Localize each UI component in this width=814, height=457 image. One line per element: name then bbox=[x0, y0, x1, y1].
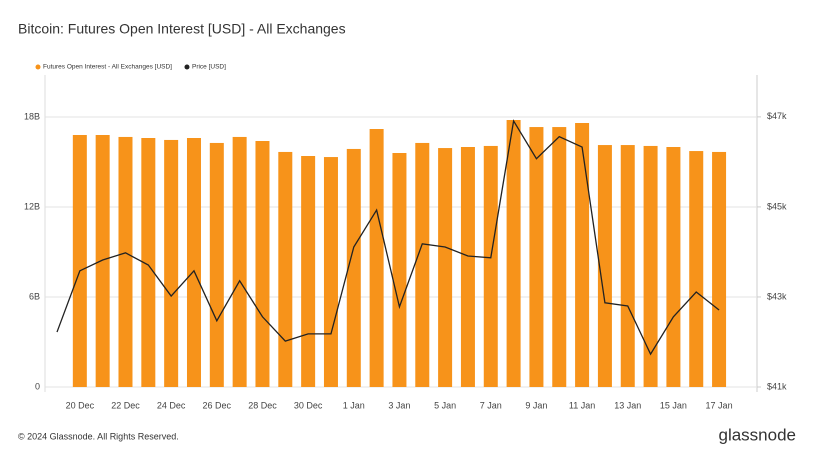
x-tick-label: 24 Dec bbox=[157, 400, 186, 410]
x-tick-label: 7 Jan bbox=[480, 400, 502, 410]
y-tick-label: 18B bbox=[24, 111, 40, 121]
x-tick-label: 30 Dec bbox=[294, 400, 323, 410]
bar bbox=[369, 129, 384, 387]
y2-tick-label: $47k bbox=[767, 111, 787, 121]
brand-logo: glassnode bbox=[718, 425, 796, 444]
y-tick-label: 0 bbox=[35, 381, 40, 391]
x-tick-label: 11 Jan bbox=[569, 400, 595, 410]
bar bbox=[438, 148, 453, 387]
bar bbox=[141, 138, 156, 387]
bar bbox=[666, 147, 681, 387]
bar bbox=[232, 136, 247, 387]
bar bbox=[712, 151, 727, 387]
bar bbox=[460, 147, 475, 387]
bar bbox=[552, 127, 567, 388]
bar bbox=[278, 151, 293, 387]
bar bbox=[255, 141, 270, 387]
bar bbox=[575, 123, 590, 387]
bar bbox=[689, 151, 704, 387]
legend-label: Price [USD] bbox=[192, 64, 226, 71]
bar bbox=[301, 156, 316, 387]
y-tick-label: 6B bbox=[29, 291, 40, 301]
y2-tick-label: $41k bbox=[767, 381, 787, 391]
bar bbox=[643, 145, 658, 387]
y-tick-label: 12B bbox=[24, 201, 40, 211]
x-tick-label: 22 Dec bbox=[111, 400, 140, 410]
legend-marker bbox=[35, 64, 41, 70]
bar bbox=[392, 153, 407, 387]
price-line bbox=[56, 119, 720, 356]
chart-title: Bitcoin: Futures Open Interest [USD] - A… bbox=[18, 21, 346, 37]
y2-tick-label: $45k bbox=[767, 201, 787, 211]
x-tick-label: 9 Jan bbox=[525, 400, 547, 410]
x-tick-label: 17 Jan bbox=[706, 400, 733, 410]
y2-tick-label: $43k bbox=[767, 291, 787, 301]
legend-marker bbox=[184, 64, 190, 70]
bar bbox=[95, 135, 110, 387]
bar bbox=[186, 138, 201, 387]
copyright: © 2024 Glassnode. All Rights Reserved. bbox=[18, 431, 179, 441]
bar bbox=[118, 136, 133, 387]
bar bbox=[323, 157, 338, 387]
x-tick-label: 5 Jan bbox=[434, 400, 456, 410]
bar bbox=[164, 139, 179, 387]
x-tick-label: 3 Jan bbox=[388, 400, 410, 410]
x-tick-label: 20 Dec bbox=[66, 400, 95, 410]
bar bbox=[72, 135, 87, 387]
bar bbox=[597, 145, 612, 387]
bar bbox=[506, 120, 521, 387]
bar bbox=[346, 148, 361, 387]
bar bbox=[529, 127, 544, 388]
bar bbox=[415, 142, 430, 387]
x-tick-label: 15 Jan bbox=[660, 400, 687, 410]
x-tick-label: 26 Dec bbox=[203, 400, 232, 410]
x-tick-label: 1 Jan bbox=[343, 400, 365, 410]
legend-label: Futures Open Interest - All Exchanges [U… bbox=[43, 64, 172, 71]
bar bbox=[620, 145, 635, 387]
bar bbox=[483, 145, 498, 387]
bar bbox=[209, 142, 224, 387]
x-tick-label: 13 Jan bbox=[614, 400, 641, 410]
x-tick-label: 28 Dec bbox=[248, 400, 277, 410]
